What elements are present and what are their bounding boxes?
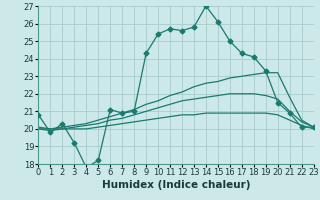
X-axis label: Humidex (Indice chaleur): Humidex (Indice chaleur) xyxy=(102,180,250,190)
